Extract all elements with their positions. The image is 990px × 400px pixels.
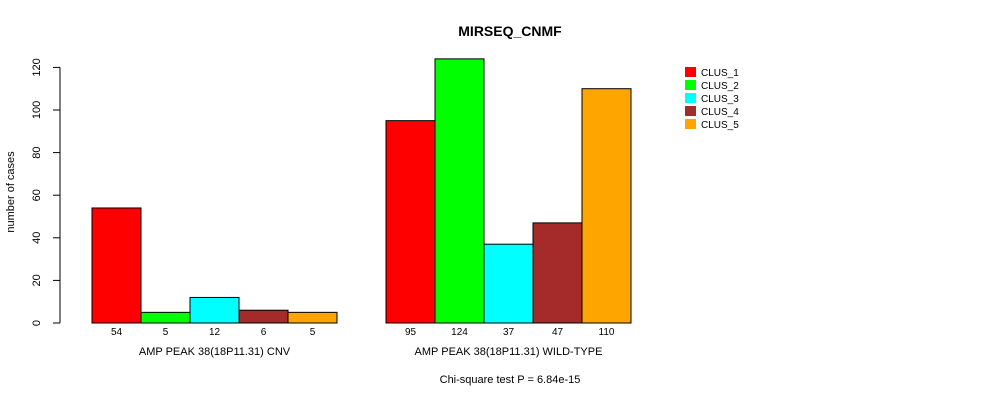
bar-count-label: 12 (209, 327, 221, 338)
bar-clus-4-group-2 (532, 222, 583, 324)
bar-clus-5-group-1 (287, 311, 338, 324)
bar-count-label: 5 (163, 327, 169, 338)
y-tick-label: 40 (31, 232, 43, 244)
legend-swatch (685, 93, 696, 103)
legend: CLUS_1 CLUS_2 CLUS_3 CLUS_4 CLUS_5 (685, 67, 739, 131)
bar-clus-3-group-2 (483, 243, 534, 324)
legend-label: CLUS_3 (701, 94, 739, 105)
bar-clus-5-group-2 (581, 88, 632, 324)
bar-count-label: 47 (552, 327, 564, 338)
bar-clus-4-group-1 (238, 309, 289, 324)
y-tick-label: 100 (31, 101, 43, 119)
legend-label: CLUS_1 (701, 68, 739, 79)
y-tick-label: 120 (31, 58, 43, 76)
y-tick-label: 20 (31, 274, 43, 286)
bars (91, 58, 632, 324)
chart-title: MIRSEQ_CNMF (458, 23, 562, 39)
bar-clus-3-group-1 (189, 296, 240, 324)
group-labels: AMP PEAK 38(18P11.31) CNV AMP PEAK 38(18P… (139, 346, 603, 358)
bar-clus-2-group-2 (434, 58, 485, 324)
bar-count-label: 37 (503, 327, 515, 338)
y-axis: 0 20 40 60 80 100 120 (31, 58, 61, 326)
bar-count-label: 110 (599, 327, 615, 338)
legend-swatch (685, 80, 696, 90)
legend-swatch (685, 106, 696, 116)
y-tick-label: 0 (31, 320, 43, 326)
bar-clus-1-group-2 (385, 120, 436, 324)
legend-swatch (685, 119, 696, 129)
legend-label: CLUS_4 (701, 107, 739, 118)
legend-swatch (685, 67, 696, 77)
bar-count-label: 95 (405, 327, 417, 338)
bar-clus-1-group-1 (91, 207, 142, 324)
bar-count-label: 6 (261, 327, 267, 338)
group-label-2: AMP PEAK 38(18P11.31) WILD-TYPE (415, 346, 603, 358)
bar-clus-2-group-1 (140, 311, 191, 324)
y-tick-label: 80 (31, 146, 43, 158)
legend-label: CLUS_2 (701, 81, 739, 92)
y-tick-label: 60 (31, 189, 43, 201)
bar-count-label: 54 (111, 327, 123, 338)
count-labels: 54 5 12 6 5 95 124 37 47 110 (111, 327, 615, 338)
y-axis-label: number of cases (5, 151, 17, 233)
group-label-1: AMP PEAK 38(18P11.31) CNV (139, 346, 291, 358)
bar-count-label: 5 (310, 327, 316, 338)
legend-label: CLUS_5 (701, 120, 739, 131)
chi-square-footnote: Chi-square test P = 6.84e-15 (440, 374, 581, 386)
bar-count-label: 124 (451, 327, 468, 338)
